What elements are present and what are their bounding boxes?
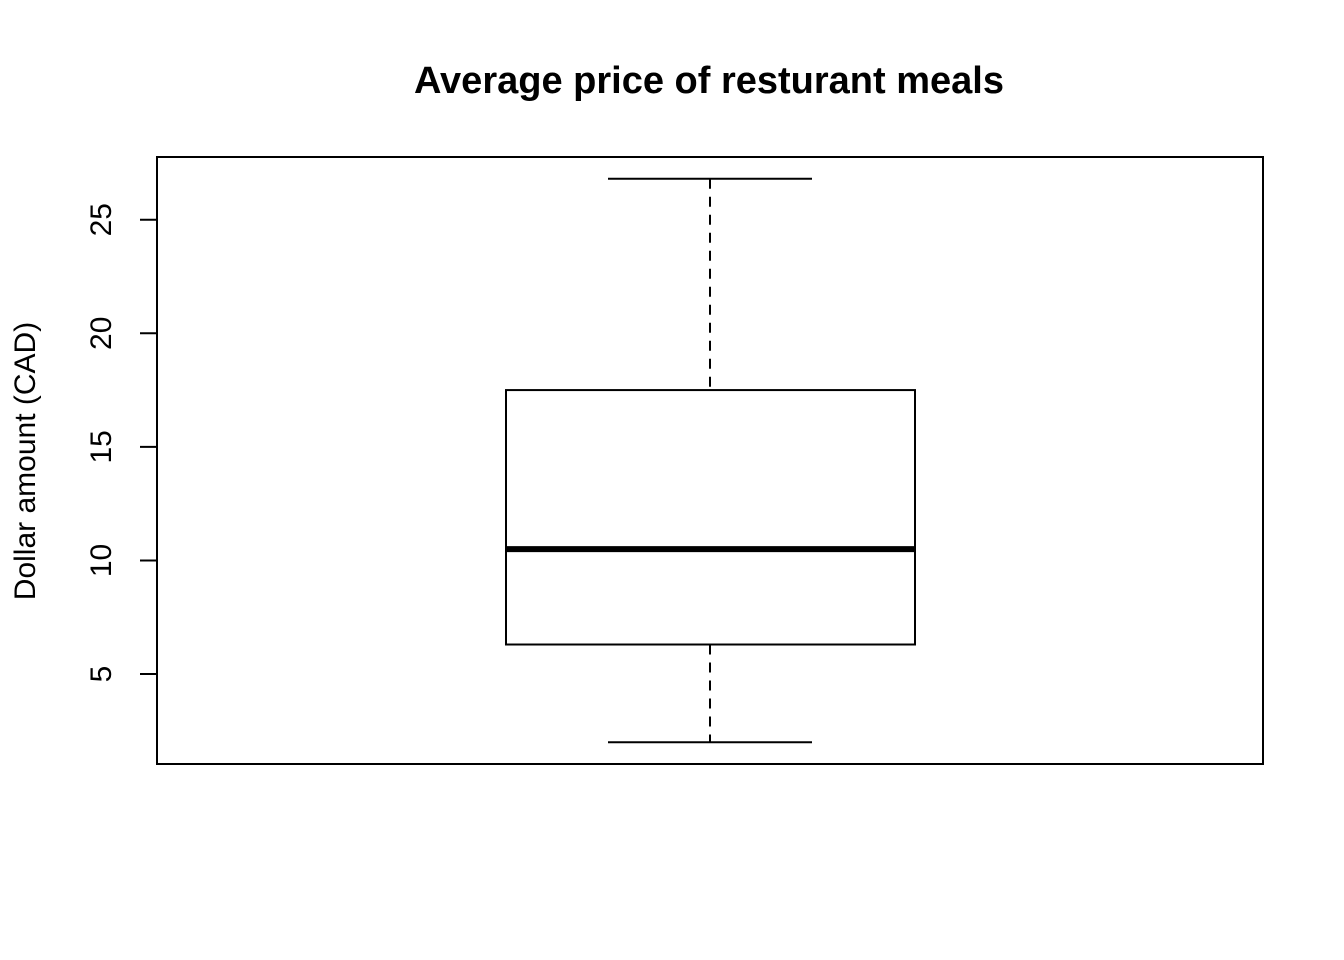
y-tick-label: 5 bbox=[85, 666, 118, 683]
box-group bbox=[505, 177, 916, 744]
y-tick-label: 20 bbox=[85, 317, 118, 350]
iqr-box bbox=[505, 389, 916, 646]
y-tick-label: 10 bbox=[85, 544, 118, 577]
y-axis-label: Dollar amount (CAD) bbox=[9, 322, 42, 600]
chart-title: Average price of resturant meals bbox=[414, 60, 1004, 102]
y-tick-label: 15 bbox=[85, 430, 118, 463]
y-tick-label: 25 bbox=[85, 203, 118, 236]
y-axis: 5 10 15 20 25 bbox=[85, 203, 158, 683]
